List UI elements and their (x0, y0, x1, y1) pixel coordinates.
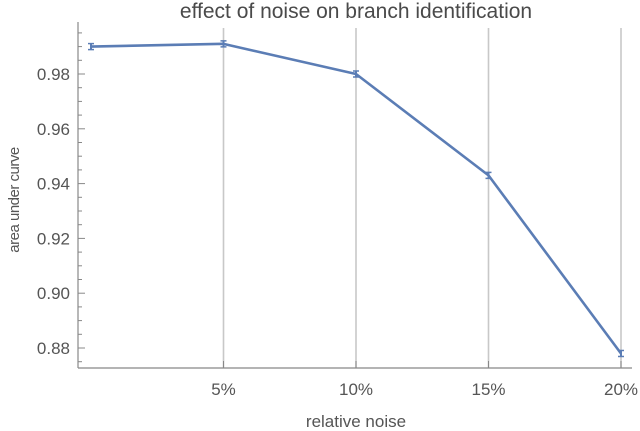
x-axis-label: relative noise (306, 412, 406, 431)
error-bar (353, 70, 359, 78)
error-bar (485, 171, 492, 180)
chart-title: effect of noise on branch identification (180, 0, 532, 23)
error-bar (618, 349, 624, 358)
x-axis: 5% 10% 15% 20% (78, 361, 638, 399)
x-tick-label: 10% (339, 380, 373, 399)
y-tick-label: 0.96 (37, 120, 70, 139)
x-tick-label: 15% (471, 380, 505, 399)
vertical-gridlines (222, 28, 622, 368)
x-tick-label: 20% (604, 380, 638, 399)
y-tick-label: 0.98 (37, 65, 70, 84)
y-axis: 0.88 0.90 0.92 0.94 0.96 0.98 (37, 22, 85, 368)
error-bar (220, 40, 227, 48)
y-axis-label: area under curve (6, 147, 23, 253)
y-tick-label: 0.94 (37, 175, 70, 194)
y-tick-label: 0.92 (37, 229, 70, 248)
y-tick-label: 0.90 (37, 284, 70, 303)
x-tick-label: 5% (211, 380, 236, 399)
error-bar (88, 42, 94, 51)
data-series (88, 40, 624, 358)
y-tick-label: 0.88 (37, 339, 70, 358)
